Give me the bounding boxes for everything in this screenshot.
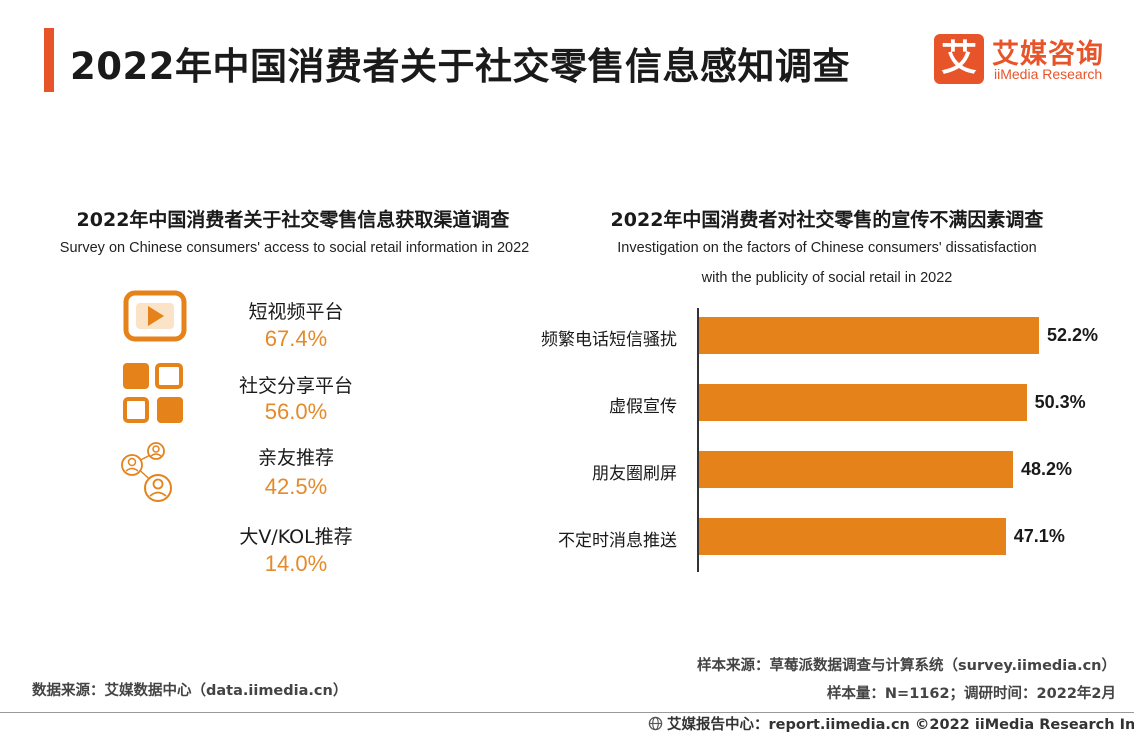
iimedia-logo: 艾 艾媒咨询 iiMedia Research [934,32,1134,88]
globe-icon [648,716,663,731]
bar-value-label: 52.2% [1047,325,1099,345]
chart-axis-line [697,308,699,572]
right-panel-subtitle-line1: Investigation on the factors of Chinese … [617,240,1037,256]
channel-value-kol: 14.0% [264,551,328,576]
logo-name-cn: 艾媒咨询 [992,39,1104,70]
left-panel-subtitle: Survey on Chinese consumers' access to s… [59,240,530,256]
bar-value-label: 50.3% [1034,392,1086,412]
channel-label-social-share: 社交分享平台 [238,375,353,397]
bar-category-label: 朋友圈刷屏 [592,464,677,484]
data-source-note: 数据来源：艾媒数据中心（data.iimedia.cn） [32,683,348,699]
bar [699,518,1006,555]
logo-name-en: iiMedia Research [994,66,1103,82]
channel-value-social-share: 56.0% [264,399,328,424]
bar-value-label: 47.1% [1013,526,1065,546]
video-play-icon [123,290,187,342]
left-panel-title: 2022年中国消费者关于社交零售信息获取渠道调查 [76,209,510,231]
channel-label-kol: 大V/KOL推荐 [239,526,353,548]
bar-value-label: 48.2% [1020,459,1072,479]
bar-category-label: 频繁电话短信骚扰 [541,330,677,350]
channel-value-friends: 42.5% [264,474,328,499]
friends-network-icon [121,442,172,502]
right-panel-subtitle-line2: with the publicity of social retail in 2… [701,270,953,286]
bar-category-label: 虚假宣传 [609,397,677,417]
channel-value-short-video: 67.4% [264,326,328,351]
footer-text: 艾媒报告中心：report.iimedia.cn ©2022 iiMedia R… [667,717,1134,733]
channel-label-short-video: 短视频平台 [248,301,344,323]
logo-mark: 艾 [934,34,984,84]
title-accent-bar [44,28,54,92]
sample-size-note: 样本量：N=1162；调研时间：2022年2月 [826,686,1116,702]
grid-apps-icon [123,363,183,423]
bar [699,451,1013,488]
bar [699,317,1039,354]
right-panel-title: 2022年中国消费者对社交零售的宣传不满因素调查 [610,209,1044,231]
footer-credit: 艾媒报告中心：report.iimedia.cn ©2022 iiMedia R… [648,713,1134,734]
bar [699,384,1027,421]
sample-source-note: 样本来源：草莓派数据调查与计算系统（survey.iimedia.cn） [697,658,1116,674]
footer-divider [0,712,1134,713]
channel-label-friends: 亲友推荐 [257,447,334,469]
page-title: 2022年中国消费者关于社交零售信息感知调查 [70,45,850,88]
bar-category-label: 不定时消息推送 [558,531,677,551]
